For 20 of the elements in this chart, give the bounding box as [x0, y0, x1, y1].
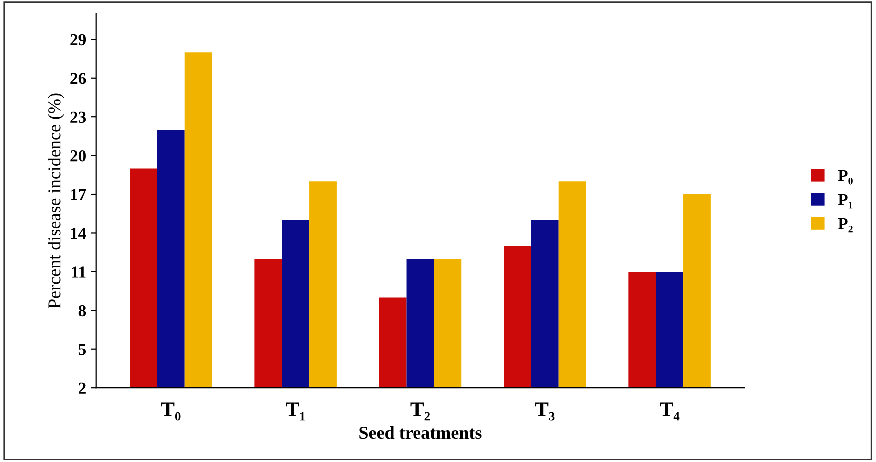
y-tick-label: 8	[78, 305, 86, 317]
x-tick-label: T₀	[161, 402, 181, 421]
x-tick-label: T₁	[286, 402, 306, 421]
y-tick-label: 26	[70, 73, 86, 84]
y-tick-label: 29	[70, 34, 86, 46]
y-tick-label: 17	[71, 189, 86, 200]
x-axis-title: Seed treatments	[360, 426, 482, 440]
legend-label: P₀	[838, 170, 853, 185]
y-tick-label: 5	[78, 344, 86, 356]
legend-label: P₁	[838, 194, 853, 209]
y-axis-title: Percent disease incidence (%)	[48, 94, 64, 308]
x-tick-label: T₄	[660, 402, 680, 421]
x-tick-label: T₂	[410, 402, 430, 421]
y-tick-label: 23	[70, 112, 86, 124]
y-tick-label: 11	[72, 266, 86, 278]
y-tick-label: 2	[79, 382, 86, 394]
legend-label: P₂	[838, 218, 853, 233]
y-tick-label: 20	[70, 150, 86, 162]
y-tick-label: 14	[71, 228, 86, 240]
x-tick-label: T₃	[535, 402, 555, 421]
